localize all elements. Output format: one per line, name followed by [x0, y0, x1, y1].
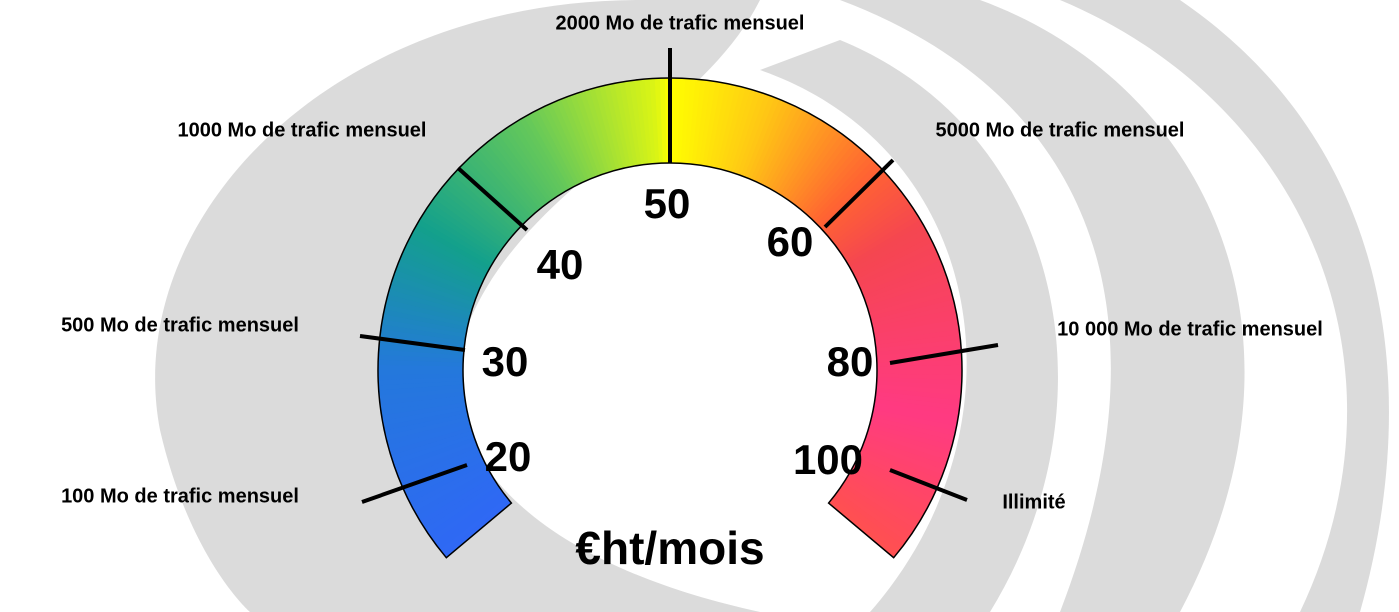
price-label: 20: [485, 433, 532, 480]
price-label: 40: [537, 241, 584, 288]
tier-label: 5000 Mo de trafic mensuel: [936, 119, 1185, 141]
background-swoosh: [155, 0, 1389, 612]
tier-label: 100 Mo de trafic mensuel: [61, 485, 299, 507]
price-label: 80: [827, 338, 874, 385]
tier-label: 10 000 Mo de trafic mensuel: [1057, 318, 1323, 340]
price-label: 30: [482, 338, 529, 385]
tier-label: Illimité: [1002, 491, 1065, 513]
price-label: 60: [767, 218, 814, 265]
unit-label: €ht/mois: [575, 522, 764, 574]
gauge-diagram: 100 Mo de trafic mensuel 20 500 Mo de traf…: [0, 0, 1399, 612]
price-label: 100: [793, 436, 863, 483]
tier-label: 500 Mo de trafic mensuel: [61, 314, 299, 336]
price-label: 50: [644, 180, 691, 227]
tier-label: 2000 Mo de trafic mensuel: [556, 12, 805, 34]
tier-label: 1000 Mo de trafic mensuel: [178, 119, 427, 141]
